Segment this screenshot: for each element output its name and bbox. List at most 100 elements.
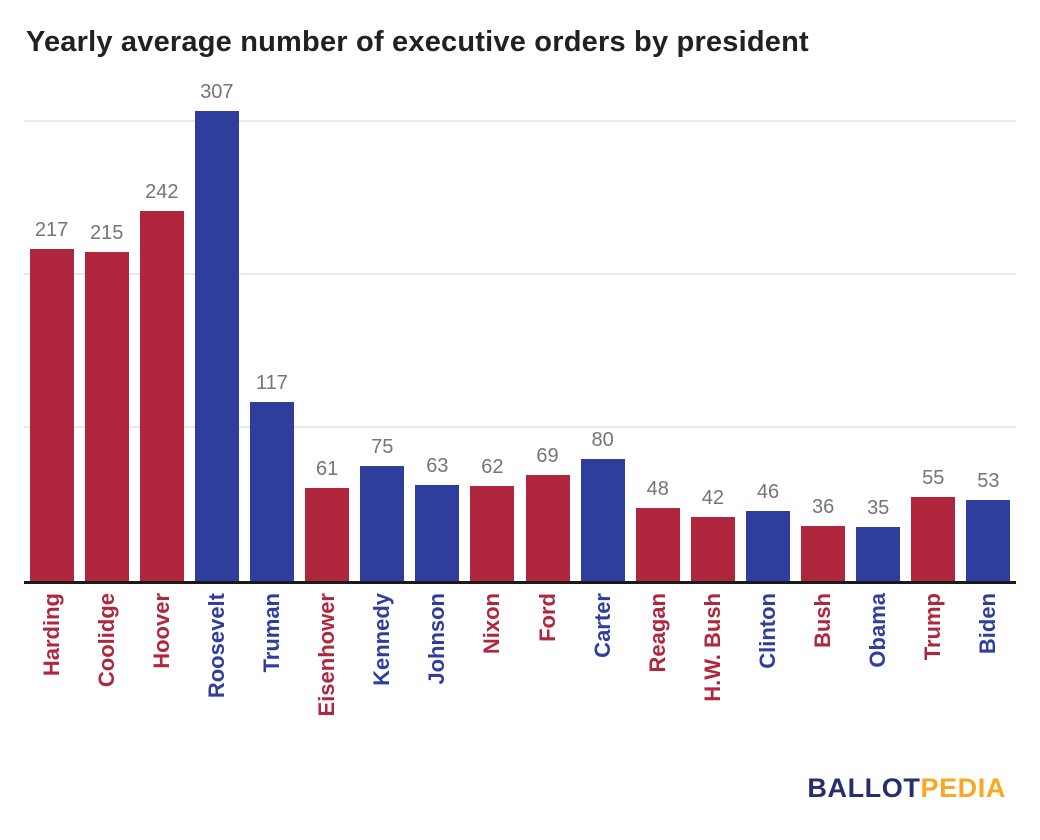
x-label-biden: Biden — [975, 593, 1001, 655]
bar-kennedy — [360, 466, 405, 581]
chart-title: Yearly average number of executive order… — [26, 26, 809, 58]
bar-column-kennedy: 75 — [355, 69, 410, 581]
x-label-eisenhower: Eisenhower — [314, 593, 340, 717]
value-label-obama: 35 — [867, 497, 890, 520]
x-label-column-eisenhower: Eisenhower — [300, 593, 355, 749]
x-axis-labels: Harding Coolidge Hoover Roosevelt Truman Eise… — [24, 584, 1016, 749]
x-label-column-trump: Trump — [906, 593, 961, 749]
x-label-column-reagan: Reagan — [630, 593, 685, 749]
x-label-coolidge: Coolidge — [93, 593, 119, 688]
bar-trump — [911, 496, 956, 581]
x-label-obama: Obama — [865, 593, 891, 668]
value-label-johnson: 63 — [426, 454, 449, 477]
x-label-trump: Trump — [920, 593, 946, 661]
value-label-nixon: 62 — [481, 456, 504, 479]
value-label-biden: 53 — [977, 469, 1000, 492]
x-label-column-ford: Ford — [520, 593, 575, 749]
bar-column-carter: 80 — [575, 69, 630, 581]
bar-eisenhower — [305, 487, 350, 581]
value-label-harding: 217 — [34, 218, 69, 241]
value-label-hoover: 242 — [145, 180, 179, 203]
bar-column-hoover: 242 — [134, 69, 189, 581]
bar-nixon — [470, 486, 515, 581]
bar-hoover — [139, 210, 184, 581]
bars-row: 217 215 242 307 117 61 75 63 62 69 80 48 42 46 36 35 55 5… — [24, 69, 1016, 581]
x-label-reagan: Reagan — [644, 593, 670, 673]
bar-clinton — [745, 510, 791, 581]
value-label-kennedy: 75 — [371, 436, 394, 459]
bar-column-eisenhower: 61 — [300, 69, 355, 581]
bar-column-bush: 36 — [796, 69, 851, 581]
x-label-roosevelt: Roosevelt — [203, 593, 229, 699]
x-label-column-kennedy: Kennedy — [355, 593, 410, 749]
bar-reagan — [635, 507, 680, 581]
bar-harding — [29, 248, 74, 581]
bar-roosevelt — [194, 111, 239, 581]
value-label-reagan: 48 — [646, 477, 669, 500]
bar-column-roosevelt: 307 — [189, 69, 244, 581]
value-label-h-w-bush: 42 — [701, 486, 724, 509]
x-label-column-obama: Obama — [851, 593, 906, 749]
bar-column-reagan: 48 — [630, 69, 685, 581]
x-label-column-hoover: Hoover — [134, 593, 189, 749]
x-label-hoover: Hoover — [148, 593, 174, 669]
bar-biden — [966, 499, 1011, 581]
logo-text-ballot: BALLOT — [807, 773, 921, 803]
bar-column-h-w-bush: 42 — [685, 69, 740, 581]
gridline-300 — [24, 119, 1016, 122]
bar-column-biden: 53 — [961, 69, 1016, 581]
x-label-column-carter: Carter — [575, 593, 630, 749]
x-label-h-w-bush: H.W. Bush — [699, 593, 725, 702]
bar-column-harding: 217 — [24, 69, 79, 581]
x-label-column-roosevelt: Roosevelt — [189, 593, 244, 749]
gridline-100 — [24, 425, 1016, 428]
x-label-column-clinton: Clinton — [740, 593, 795, 749]
x-label-bush: Bush — [810, 593, 836, 648]
value-label-bush: 36 — [811, 495, 835, 518]
value-label-coolidge: 215 — [89, 221, 124, 244]
bar-column-clinton: 46 — [740, 69, 795, 581]
x-label-johnson: Johnson — [424, 593, 450, 685]
value-label-carter: 80 — [591, 428, 614, 451]
x-label-nixon: Nixon — [479, 593, 505, 655]
bar-column-johnson: 63 — [410, 69, 465, 581]
x-label-column-truman: Truman — [244, 593, 299, 749]
x-label-column-h-w-bush: H.W. Bush — [685, 593, 740, 749]
bar-carter — [580, 458, 625, 581]
gridline-200 — [24, 272, 1016, 275]
value-label-roosevelt: 307 — [200, 81, 234, 103]
bar-h-w-bush — [690, 516, 735, 581]
value-label-eisenhower: 61 — [315, 457, 339, 480]
value-label-truman: 117 — [256, 371, 288, 394]
bar-column-nixon: 62 — [465, 69, 520, 581]
bar-column-trump: 55 — [906, 69, 961, 581]
bar-column-truman: 117 — [244, 69, 299, 581]
x-label-clinton: Clinton — [754, 593, 780, 669]
bar-truman — [249, 401, 295, 581]
x-label-column-nixon: Nixon — [465, 593, 520, 749]
bar-bush — [801, 525, 846, 581]
x-label-column-biden: Biden — [961, 593, 1016, 749]
ballotpedia-logo: BALLOTPEDIA — [807, 773, 1006, 804]
bar-chart-plot-area: 217 215 242 307 117 61 75 63 62 69 80 48 42 46 36 35 55 5… — [24, 69, 1016, 584]
x-label-harding: Harding — [38, 593, 64, 677]
bar-column-coolidge: 215 — [79, 69, 134, 581]
bar-column-obama: 35 — [851, 69, 906, 581]
footer: BALLOTPEDIA — [24, 773, 1016, 804]
x-label-truman: Truman — [258, 593, 284, 673]
x-label-kennedy: Kennedy — [369, 593, 395, 686]
x-label-carter: Carter — [589, 593, 615, 658]
logo-text-pedia: PEDIA — [920, 773, 1006, 803]
bar-column-ford: 69 — [520, 69, 575, 581]
bar-johnson — [415, 484, 460, 581]
value-label-ford: 69 — [536, 445, 559, 468]
x-label-column-johnson: Johnson — [410, 593, 465, 749]
bar-ford — [525, 475, 570, 581]
bar-obama — [856, 527, 901, 581]
x-label-column-coolidge: Coolidge — [79, 593, 134, 749]
bar-coolidge — [84, 251, 129, 581]
x-label-column-bush: Bush — [796, 593, 851, 749]
value-label-trump: 55 — [922, 466, 945, 489]
value-label-clinton: 46 — [756, 480, 780, 503]
